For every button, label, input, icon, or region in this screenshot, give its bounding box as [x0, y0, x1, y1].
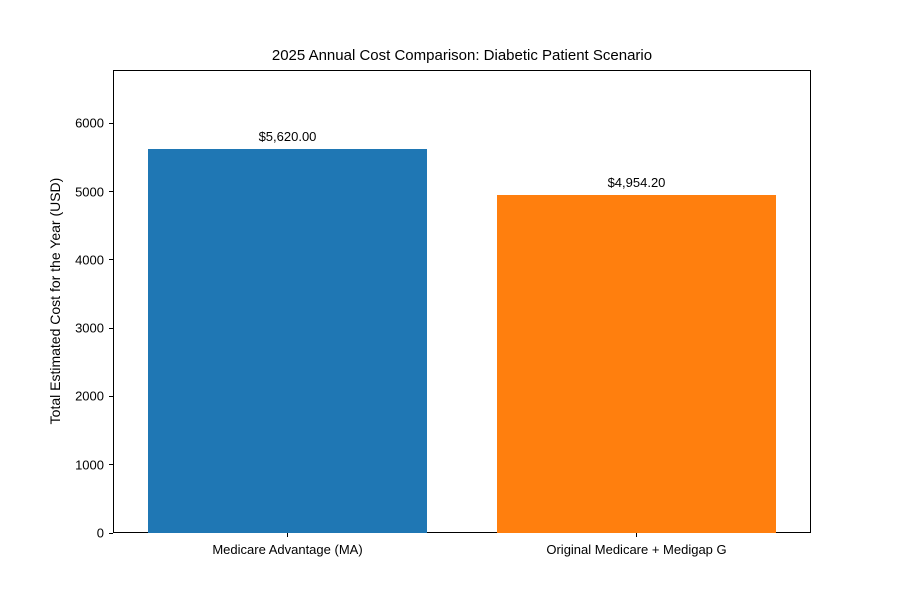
y-tick-label: 1000 — [75, 457, 104, 473]
y-tick-mark — [109, 259, 113, 261]
y-tick-label: 6000 — [75, 115, 104, 131]
y-tick-mark — [109, 395, 113, 397]
y-tick-mark — [109, 464, 113, 466]
x-tick-label-0: Medicare Advantage (MA) — [212, 542, 363, 557]
bar-1 — [496, 194, 777, 533]
y-tick-label: 5000 — [75, 184, 104, 200]
y-tick-label: 4000 — [75, 252, 104, 268]
y-tick-mark — [109, 191, 113, 193]
bar-value-label-0: $5,620.00 — [258, 129, 317, 145]
x-tick-mark — [636, 533, 637, 537]
y-axis-label: Total Estimated Cost for the Year (USD) — [47, 177, 63, 425]
y-tick-mark — [109, 532, 113, 534]
y-tick-mark — [109, 122, 113, 124]
x-tick-label-1: Original Medicare + Medigap G — [546, 542, 727, 557]
y-tick-label: 3000 — [75, 320, 104, 336]
chart-title: 2025 Annual Cost Comparison: Diabetic Pa… — [271, 47, 653, 64]
y-tick-label: 2000 — [75, 388, 104, 404]
bar-0 — [147, 149, 428, 533]
x-tick-mark — [287, 533, 288, 537]
y-tick-label: 0 — [96, 525, 104, 541]
bar-value-label-1: $4,954.20 — [607, 174, 666, 190]
y-tick-mark — [109, 327, 113, 329]
